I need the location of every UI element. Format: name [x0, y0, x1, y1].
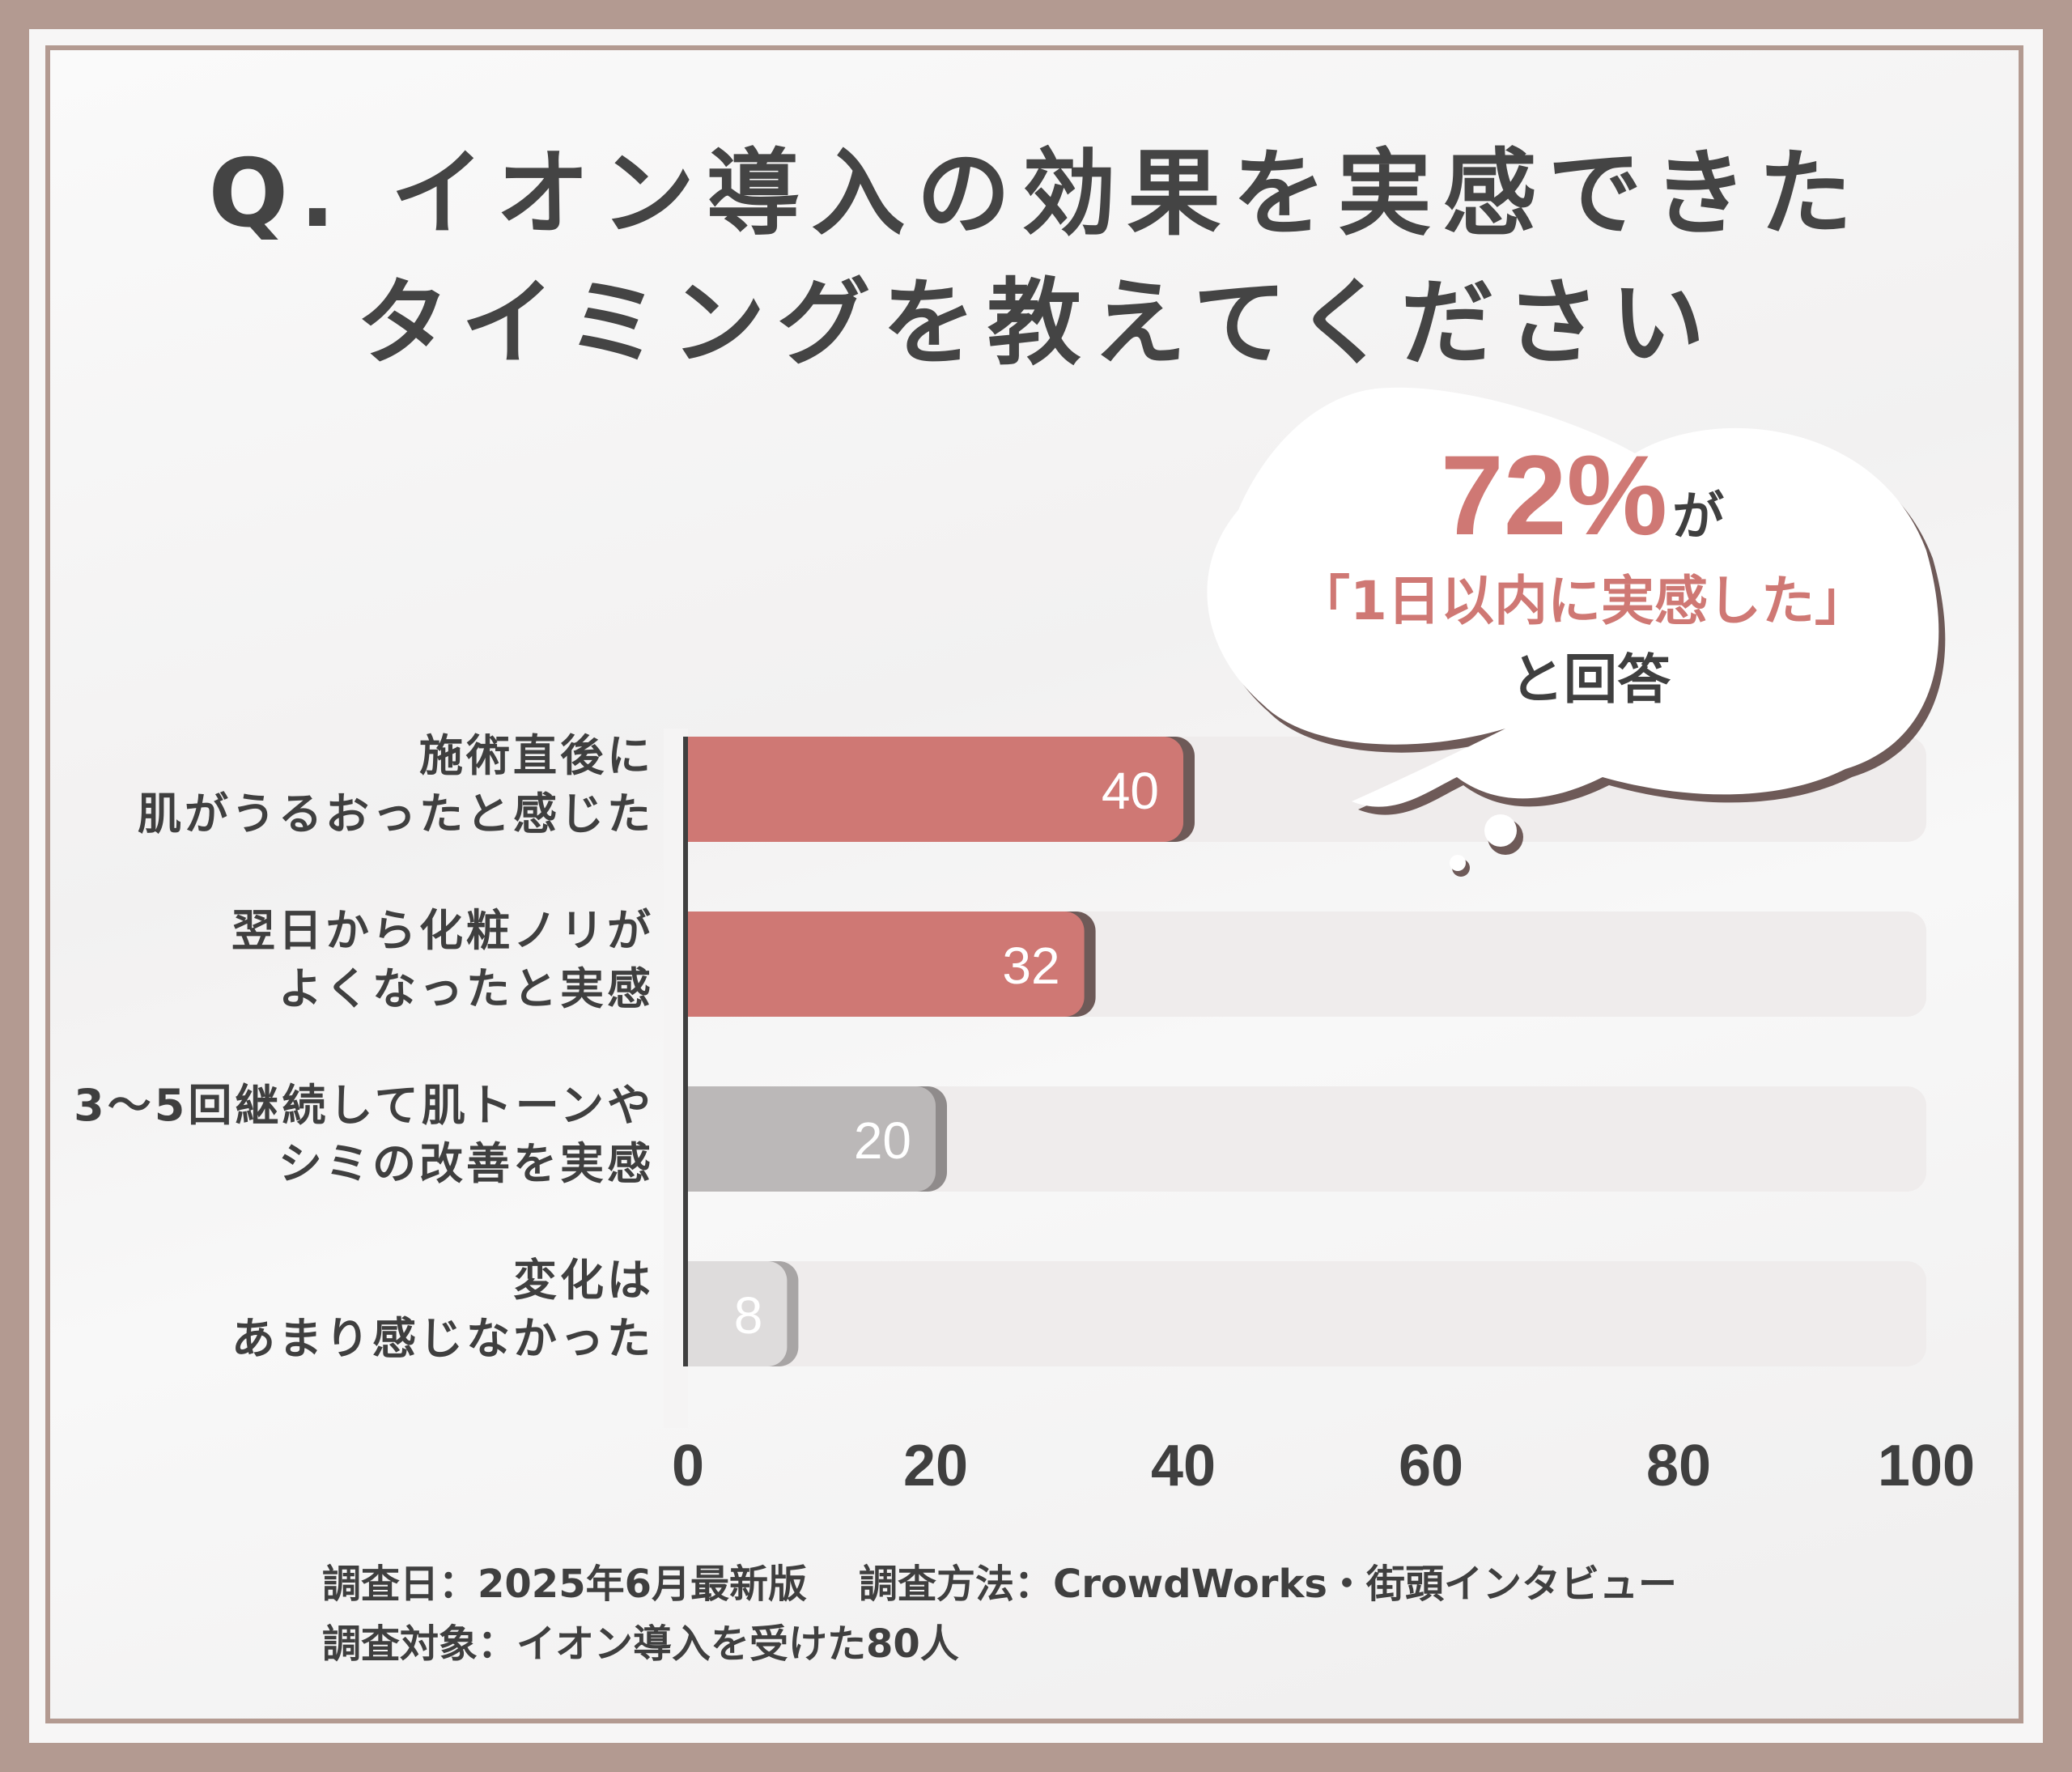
bar [669, 737, 1183, 842]
bar-value-label: 20 [854, 1111, 911, 1170]
category-label: 変化は [513, 1255, 654, 1306]
x-tick-label: 60 [1399, 1434, 1463, 1498]
bubble-dot-large [1484, 814, 1517, 847]
callout-line-3: と回答 [1510, 648, 1671, 711]
callout-ga: が [1672, 487, 1724, 546]
survey-date: 調査日：2025年6月最新版 [322, 1562, 807, 1607]
x-tick-label: 40 [1151, 1434, 1216, 1498]
category-label: 3〜5回継続して肌トーンや [74, 1080, 654, 1131]
callout-line-2: 「1日以内に実感した」 [1297, 570, 1868, 632]
survey-method: 調査方法：CrowdWorks・街頭インタビュー [859, 1562, 1677, 1607]
category-label: 翌日から化粧ノリが [231, 905, 654, 956]
survey-footer: 調査日：2025年6月最新版 調査方法：CrowdWorks・街頭インタビュー 調… [322, 1554, 1677, 1674]
title-line-2: タイミングを教えてください [355, 269, 1717, 378]
x-tick-label: 0 [672, 1434, 704, 1498]
bar-value-label: 8 [734, 1286, 763, 1345]
callout-bubble: 72%が 「1日以内に実感した」 と回答 [1207, 387, 1946, 877]
bar [669, 1261, 788, 1366]
title-line-1: Q. イオン導入の効果を実感できた [208, 139, 1864, 249]
inner-frame [45, 45, 2023, 1723]
bar [669, 911, 1085, 1017]
callout-bubble-body [1207, 387, 1939, 807]
bar [669, 1086, 936, 1192]
x-tick-labels: 0 20 40 60 80 100 [672, 1434, 1975, 1498]
svg-text:72%が: 72%が [1441, 431, 1724, 559]
x-tick-label: 80 [1646, 1434, 1711, 1498]
category-label: 施術直後に [419, 730, 654, 781]
bar-value-label: 32 [1002, 937, 1059, 995]
category-label: よくなったと実感 [278, 963, 654, 1014]
page-title: Q. イオン導入の効果を実感できた タイミングを教えてください [0, 130, 2072, 389]
survey-target: 調査対象：イオン導入を受けた80人 [322, 1621, 959, 1667]
category-label: シミの改善を実感 [278, 1138, 654, 1189]
bar-track [688, 1261, 1926, 1366]
x-tick-label: 20 [903, 1434, 968, 1498]
callout-percent: 72% [1441, 431, 1667, 559]
bubble-dot-small [1450, 855, 1466, 871]
x-tick-label: 100 [1878, 1434, 1975, 1498]
bar-value-label: 40 [1102, 762, 1159, 820]
category-label: あまり感じなかった [231, 1313, 654, 1364]
category-label: 肌がうるおったと感じた [138, 788, 654, 839]
bars: 40 32 20 8 [664, 729, 1195, 1428]
bar-track [688, 1086, 1926, 1192]
